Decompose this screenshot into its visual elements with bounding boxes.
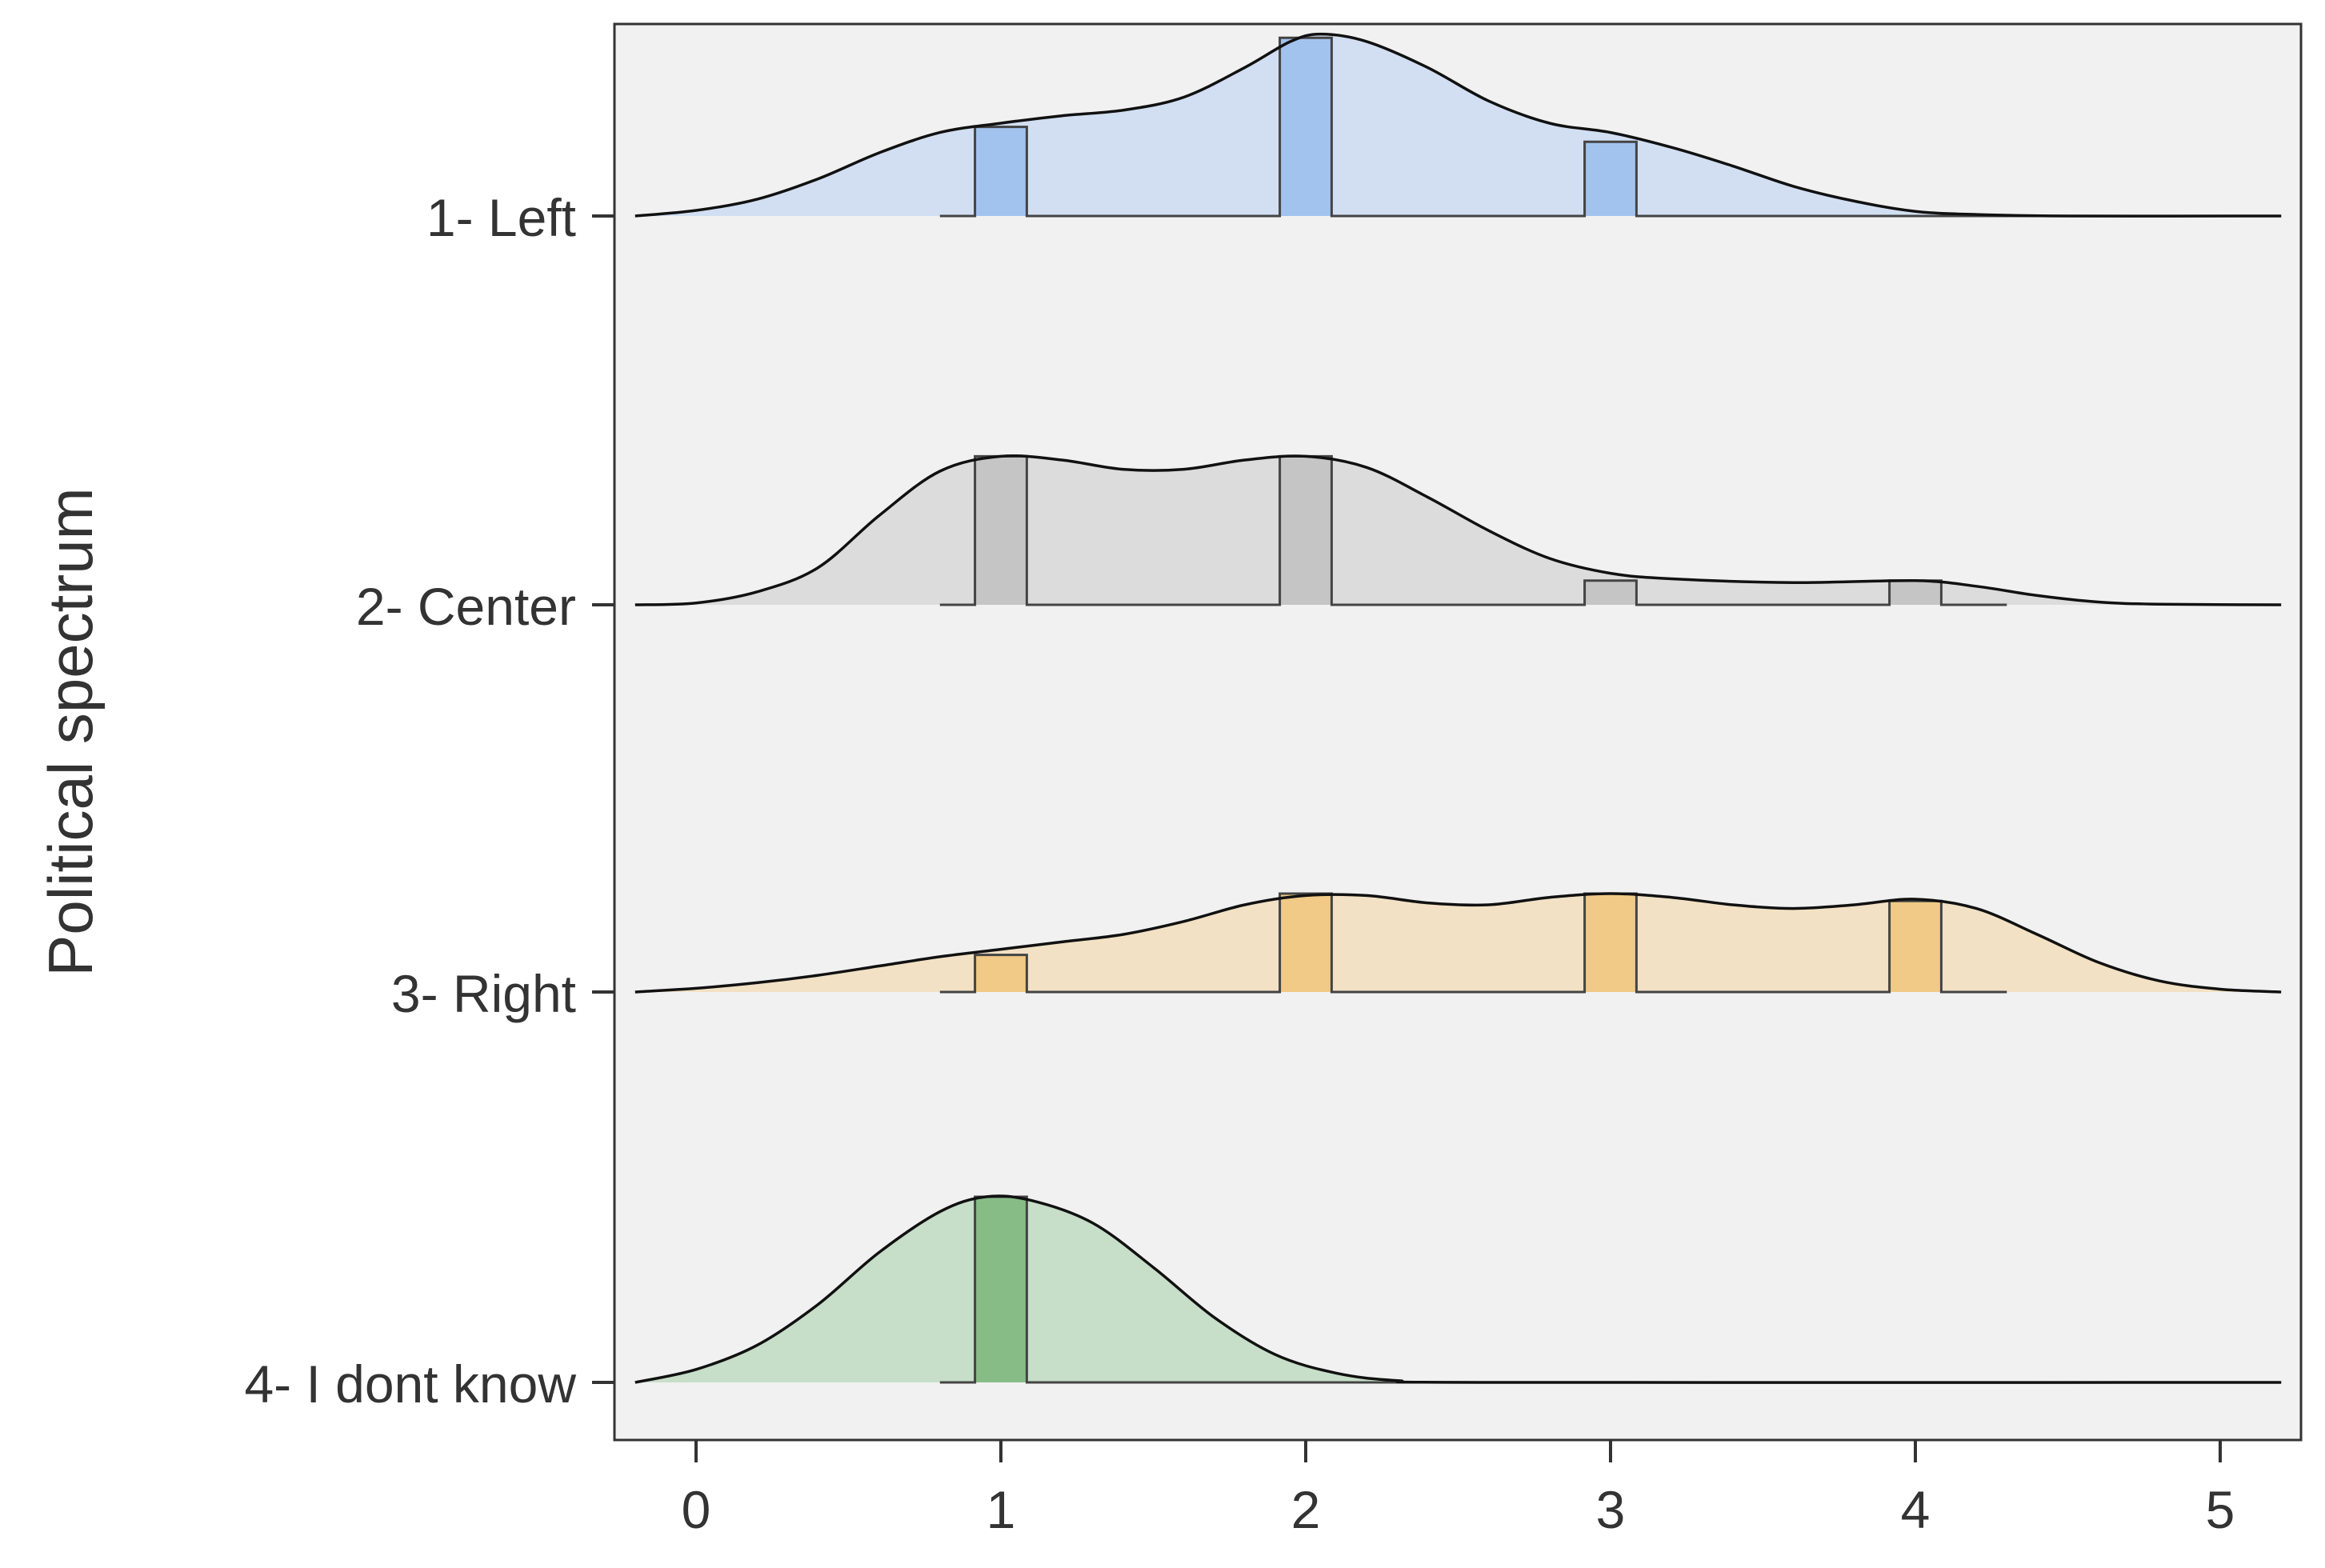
panel-background (613, 22, 2303, 1442)
density-area-4-i-dont-know (634, 1195, 2282, 1383)
category-axis: 1- Left 2- Center 3- Right 4- I dont know (244, 188, 614, 1414)
ridge-1-left (634, 32, 2282, 218)
x-tick-label-3: 3 (1596, 1480, 1626, 1539)
hist-bar-3-right-4 (1889, 901, 1942, 992)
x-tick-label-0: 0 (682, 1480, 711, 1539)
hist-outline-1-left (939, 36, 2282, 218)
density-line-4-i-dont-know (634, 1194, 2282, 1384)
density-line-3-right (634, 892, 2282, 994)
hist-bar-4-i-dont-know-1 (974, 1197, 1027, 1382)
x-tick-label-1: 1 (986, 1480, 1016, 1539)
density-area-1-left (634, 34, 2282, 217)
hist-bar-1-left-3 (1584, 142, 1637, 216)
hist-bar-2-center-3 (1584, 580, 1637, 605)
density-area-2-center (634, 455, 2282, 605)
ridge-2-center (634, 454, 2282, 606)
density-area-3-right (634, 894, 2282, 992)
hist-bar-2-center-2 (1279, 456, 1332, 605)
category-label-1-left: 1- Left (426, 188, 576, 247)
density-line-2-center (634, 454, 2282, 606)
ridges (634, 32, 2282, 1384)
density-line-1-left (634, 32, 2282, 218)
hist-bar-3-right-3 (1584, 894, 1637, 992)
y-axis-title: Political spectrum (35, 487, 106, 976)
ridge-4-i-dont-know (634, 1194, 2282, 1384)
hist-bar-3-right-1 (974, 954, 1027, 992)
hist-bar-1-left-2 (1279, 38, 1332, 216)
category-label-4-i-dont-know: 4- I dont know (244, 1354, 576, 1414)
ridge-3-right (634, 892, 2282, 994)
hist-bar-1-left-1 (974, 126, 1027, 216)
x-tick-label-5: 5 (2206, 1480, 2235, 1539)
hist-bar-2-center-1 (974, 456, 1027, 605)
x-axis: 0 1 2 3 4 5 (682, 1440, 2235, 1539)
x-tick-label-4: 4 (1901, 1480, 1931, 1539)
category-label-2-center: 2- Center (356, 577, 576, 636)
category-label-3-right: 3- Right (391, 964, 576, 1023)
hist-bar-2-center-4 (1889, 580, 1942, 605)
hist-bar-3-right-2 (1279, 894, 1332, 992)
x-tick-label-2: 2 (1291, 1480, 1321, 1539)
